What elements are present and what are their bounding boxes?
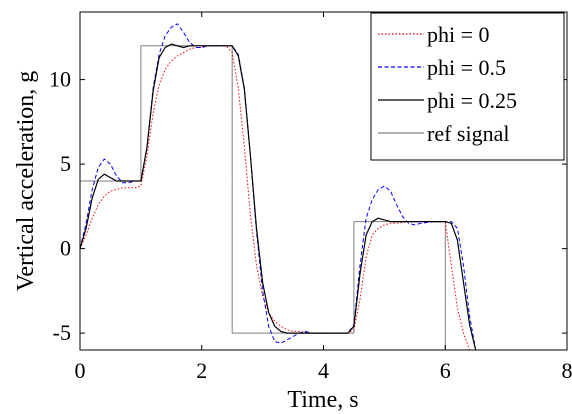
x-tick-label: 8 <box>562 358 572 383</box>
legend-label-phi-0-25: phi = 0.25 <box>427 88 517 113</box>
y-tick-label: -5 <box>53 320 71 345</box>
x-axis-label: Time, s <box>287 387 358 413</box>
y-axis-label: Vertical acceleration, g <box>13 71 39 292</box>
legend-label-phi-0-5: phi = 0.5 <box>427 55 506 80</box>
legend-box <box>370 12 565 161</box>
x-tick-label: 2 <box>196 358 207 383</box>
legend-label-phi-0: phi = 0 <box>427 22 490 47</box>
legend: phi = 0 phi = 0.5 phi = 0.25 ref signal <box>370 12 565 161</box>
y-tick-label: 5 <box>60 151 71 176</box>
x-tick-label: 0 <box>75 358 86 383</box>
y-tick-label: 0 <box>60 236 71 261</box>
legend-label-ref-signal: ref signal <box>427 121 509 146</box>
series-line-phi-0-25 <box>80 43 477 350</box>
x-tick-label: 6 <box>440 358 451 383</box>
series-line-phi-0-5 <box>80 23 477 350</box>
y-tick-label: 10 <box>49 67 71 92</box>
series-layer <box>80 23 477 350</box>
x-tick-label: 4 <box>318 358 329 383</box>
